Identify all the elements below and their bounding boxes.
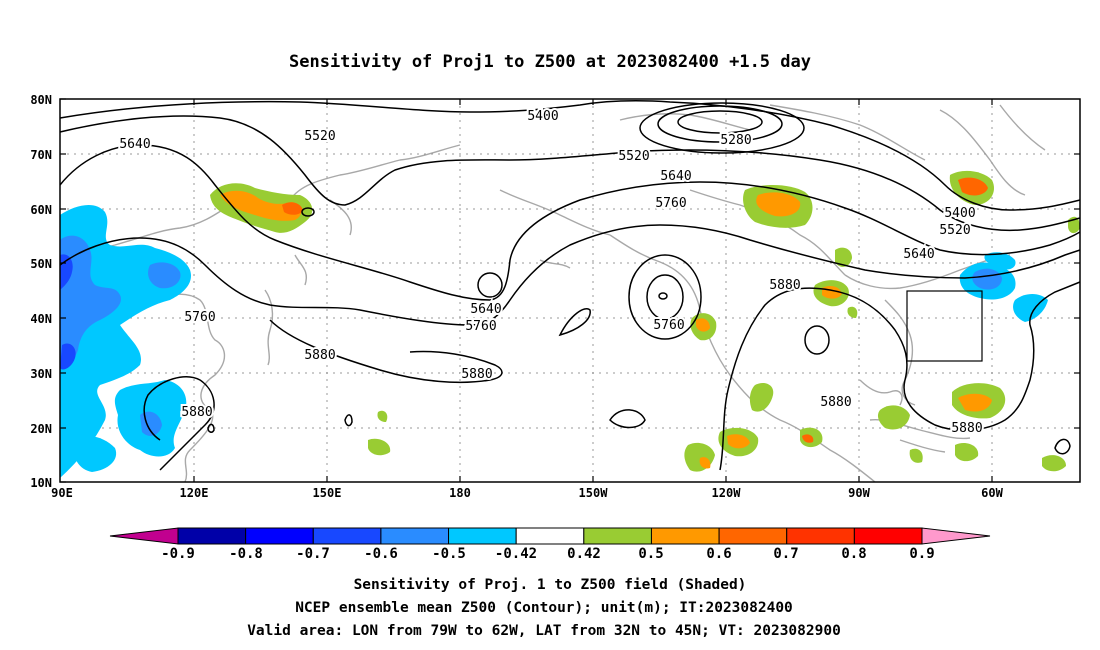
colorbar-label: -0.7 xyxy=(296,546,330,562)
colorbar-label: 0.8 xyxy=(841,546,866,562)
colorbar-box xyxy=(380,527,450,545)
lat-label: 20N xyxy=(30,422,52,436)
contour-label: 5520 xyxy=(618,149,649,164)
z500-contours xyxy=(59,100,1081,471)
contour-label: 5400 xyxy=(527,109,558,124)
latitude-labels: 80N 70N 60N 50N 40N 30N 20N 10N xyxy=(30,93,52,490)
colorbar-box xyxy=(650,527,720,545)
colorbar-boxes xyxy=(177,527,923,545)
contour-label: 5880 xyxy=(769,278,800,293)
colorbar-high-arrow xyxy=(921,527,991,545)
lat-label: 40N xyxy=(30,312,52,326)
map-frame xyxy=(59,98,1081,483)
colorbar-box xyxy=(718,527,788,545)
lon-label: 150W xyxy=(579,486,609,500)
contour-label: 5880 xyxy=(951,421,982,436)
colorbar-label: 0.9 xyxy=(909,546,934,562)
contour-label: 5760 xyxy=(465,319,496,334)
valid-area-box xyxy=(906,290,983,362)
contour-label: 5640 xyxy=(119,137,150,152)
lon-label: 60W xyxy=(981,486,1003,500)
colorbar-label: 0.42 xyxy=(567,546,601,562)
caption-line-1: Sensitivity of Proj. 1 to Z500 field (Sh… xyxy=(354,577,747,593)
colorbar-label: 0.6 xyxy=(706,546,731,562)
colorbar-box xyxy=(245,527,314,545)
caption-line-2: NCEP ensemble mean Z500 (Contour); unit(… xyxy=(295,600,793,616)
lon-label: 90W xyxy=(848,486,870,500)
contour-label: 5760 xyxy=(184,310,215,325)
negative-sensitivity-shading xyxy=(60,204,1048,479)
colorbar: -0.9 -0.8 -0.7 -0.6 -0.5 -0.42 0.42 0.5 … xyxy=(109,527,991,562)
contour-label: 5640 xyxy=(470,302,501,317)
contour-label: 5760 xyxy=(655,196,686,211)
colorbar-label: -0.6 xyxy=(364,546,398,562)
colorbar-label: -0.5 xyxy=(432,546,466,562)
contour-label: 5520 xyxy=(939,223,970,238)
colorbar-label: 0.5 xyxy=(638,546,663,562)
colorbar-box xyxy=(515,527,585,545)
contour-label: 5880 xyxy=(820,395,851,410)
lat-label: 80N xyxy=(30,93,52,107)
lon-label: 120W xyxy=(712,486,742,500)
colorbar-labels: -0.9 -0.8 -0.7 -0.6 -0.5 -0.42 0.42 0.5 … xyxy=(161,546,935,562)
longitude-labels: 90E 120E 150E 180 150W 120W 90W 60W xyxy=(51,486,1003,500)
contour-label: 5880 xyxy=(304,348,335,363)
positive-sensitivity-shading xyxy=(210,170,1080,472)
contour-label: 5640 xyxy=(660,169,691,184)
contour-label: 5520 xyxy=(304,129,335,144)
lat-label: 10N xyxy=(30,476,52,490)
colorbar-box xyxy=(786,527,855,545)
contour-label: 5880 xyxy=(461,367,492,382)
lon-label: 150E xyxy=(313,486,342,500)
lon-label: 90E xyxy=(51,486,73,500)
caption-line-3: Valid area: LON from 79W to 62W, LAT fro… xyxy=(247,623,841,639)
colorbar-box xyxy=(853,527,923,545)
lat-label: 70N xyxy=(30,148,52,162)
colorbar-label: -0.8 xyxy=(229,546,263,562)
colorbar-label: 0.7 xyxy=(773,546,798,562)
lat-label: 50N xyxy=(30,257,52,271)
lat-label: 30N xyxy=(30,367,52,381)
colorbar-box xyxy=(448,527,517,545)
map-panel: 5400 5280 5520 5640 5520 5640 5760 5400 … xyxy=(30,93,1081,500)
axis-ticks xyxy=(60,98,1080,483)
colorbar-box xyxy=(177,527,247,545)
lon-label: 180 xyxy=(449,486,471,500)
colorbar-label: -0.9 xyxy=(161,546,195,562)
contour-labels: 5400 5280 5520 5640 5520 5640 5760 5400 … xyxy=(117,107,984,438)
contour-label: 5400 xyxy=(944,206,975,221)
figure-captions: Sensitivity of Proj. 1 to Z500 field (Sh… xyxy=(247,577,841,639)
colorbar-low-arrow xyxy=(109,527,179,545)
colorbar-label: -0.42 xyxy=(495,546,537,562)
contour-label: 5280 xyxy=(720,133,751,148)
colorbar-box xyxy=(583,527,652,545)
lat-label: 60N xyxy=(30,203,52,217)
lon-label: 120E xyxy=(180,486,209,500)
colorbar-box xyxy=(312,527,382,545)
contour-label: 5760 xyxy=(653,318,684,333)
map-title: Sensitivity of Proj1 to Z500 at 20230824… xyxy=(289,52,811,72)
contour-label: 5640 xyxy=(903,247,934,262)
contour-label: 5880 xyxy=(181,405,212,420)
